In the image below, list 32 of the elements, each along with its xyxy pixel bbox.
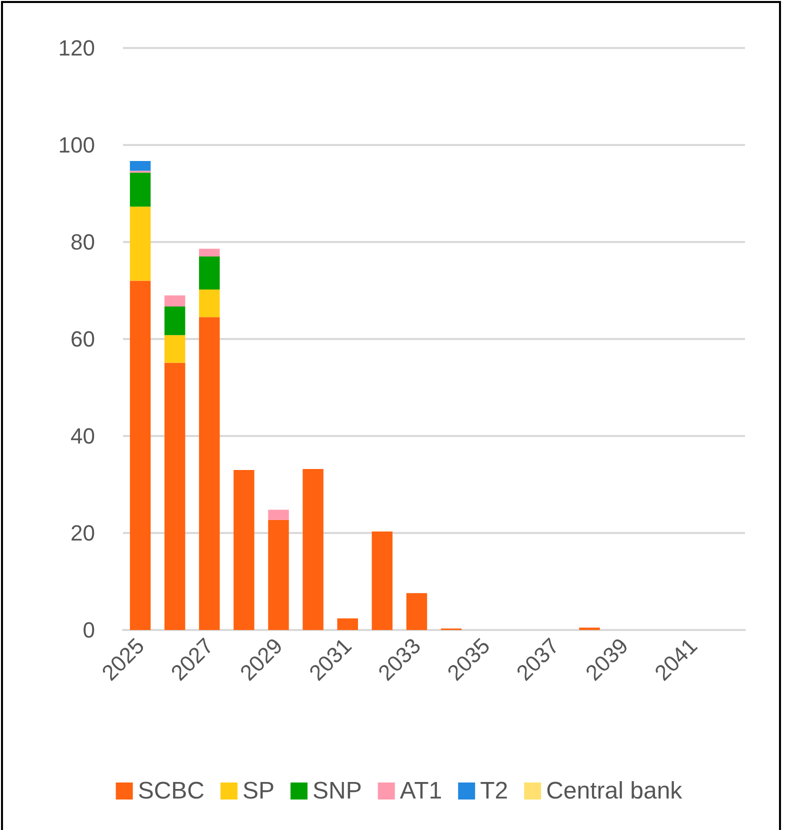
bar bbox=[337, 618, 358, 630]
legend-label: Central bank bbox=[546, 778, 684, 804]
bar bbox=[130, 280, 151, 630]
legend-label: T2 bbox=[480, 778, 508, 804]
y-tick-label: 40 bbox=[70, 424, 95, 448]
y-tick-label: 0 bbox=[82, 618, 95, 642]
y-tick-label: 60 bbox=[70, 326, 95, 352]
bar bbox=[199, 248, 220, 257]
legend-label: SP bbox=[242, 778, 275, 804]
bar bbox=[199, 290, 220, 318]
bar bbox=[130, 206, 151, 281]
bar bbox=[130, 172, 151, 207]
legend-label: SCBC bbox=[138, 778, 205, 804]
bar bbox=[302, 468, 324, 630]
bar bbox=[164, 335, 186, 363]
bar bbox=[130, 161, 151, 171]
bar bbox=[372, 532, 393, 630]
bar bbox=[234, 470, 254, 630]
bar bbox=[406, 593, 428, 630]
bar bbox=[164, 306, 186, 336]
bar bbox=[164, 362, 186, 630]
bar bbox=[199, 256, 220, 290]
bar bbox=[164, 295, 186, 307]
y-tick-label: 120 bbox=[58, 36, 95, 60]
bar bbox=[199, 317, 220, 630]
legend-label: AT1 bbox=[400, 778, 442, 804]
bar bbox=[268, 520, 289, 630]
y-tick-label: 20 bbox=[70, 520, 95, 546]
legend-label: SNP bbox=[312, 778, 362, 804]
bar bbox=[268, 510, 289, 520]
y-tick-label: 100 bbox=[58, 132, 95, 158]
y-tick-label: 80 bbox=[70, 230, 95, 254]
